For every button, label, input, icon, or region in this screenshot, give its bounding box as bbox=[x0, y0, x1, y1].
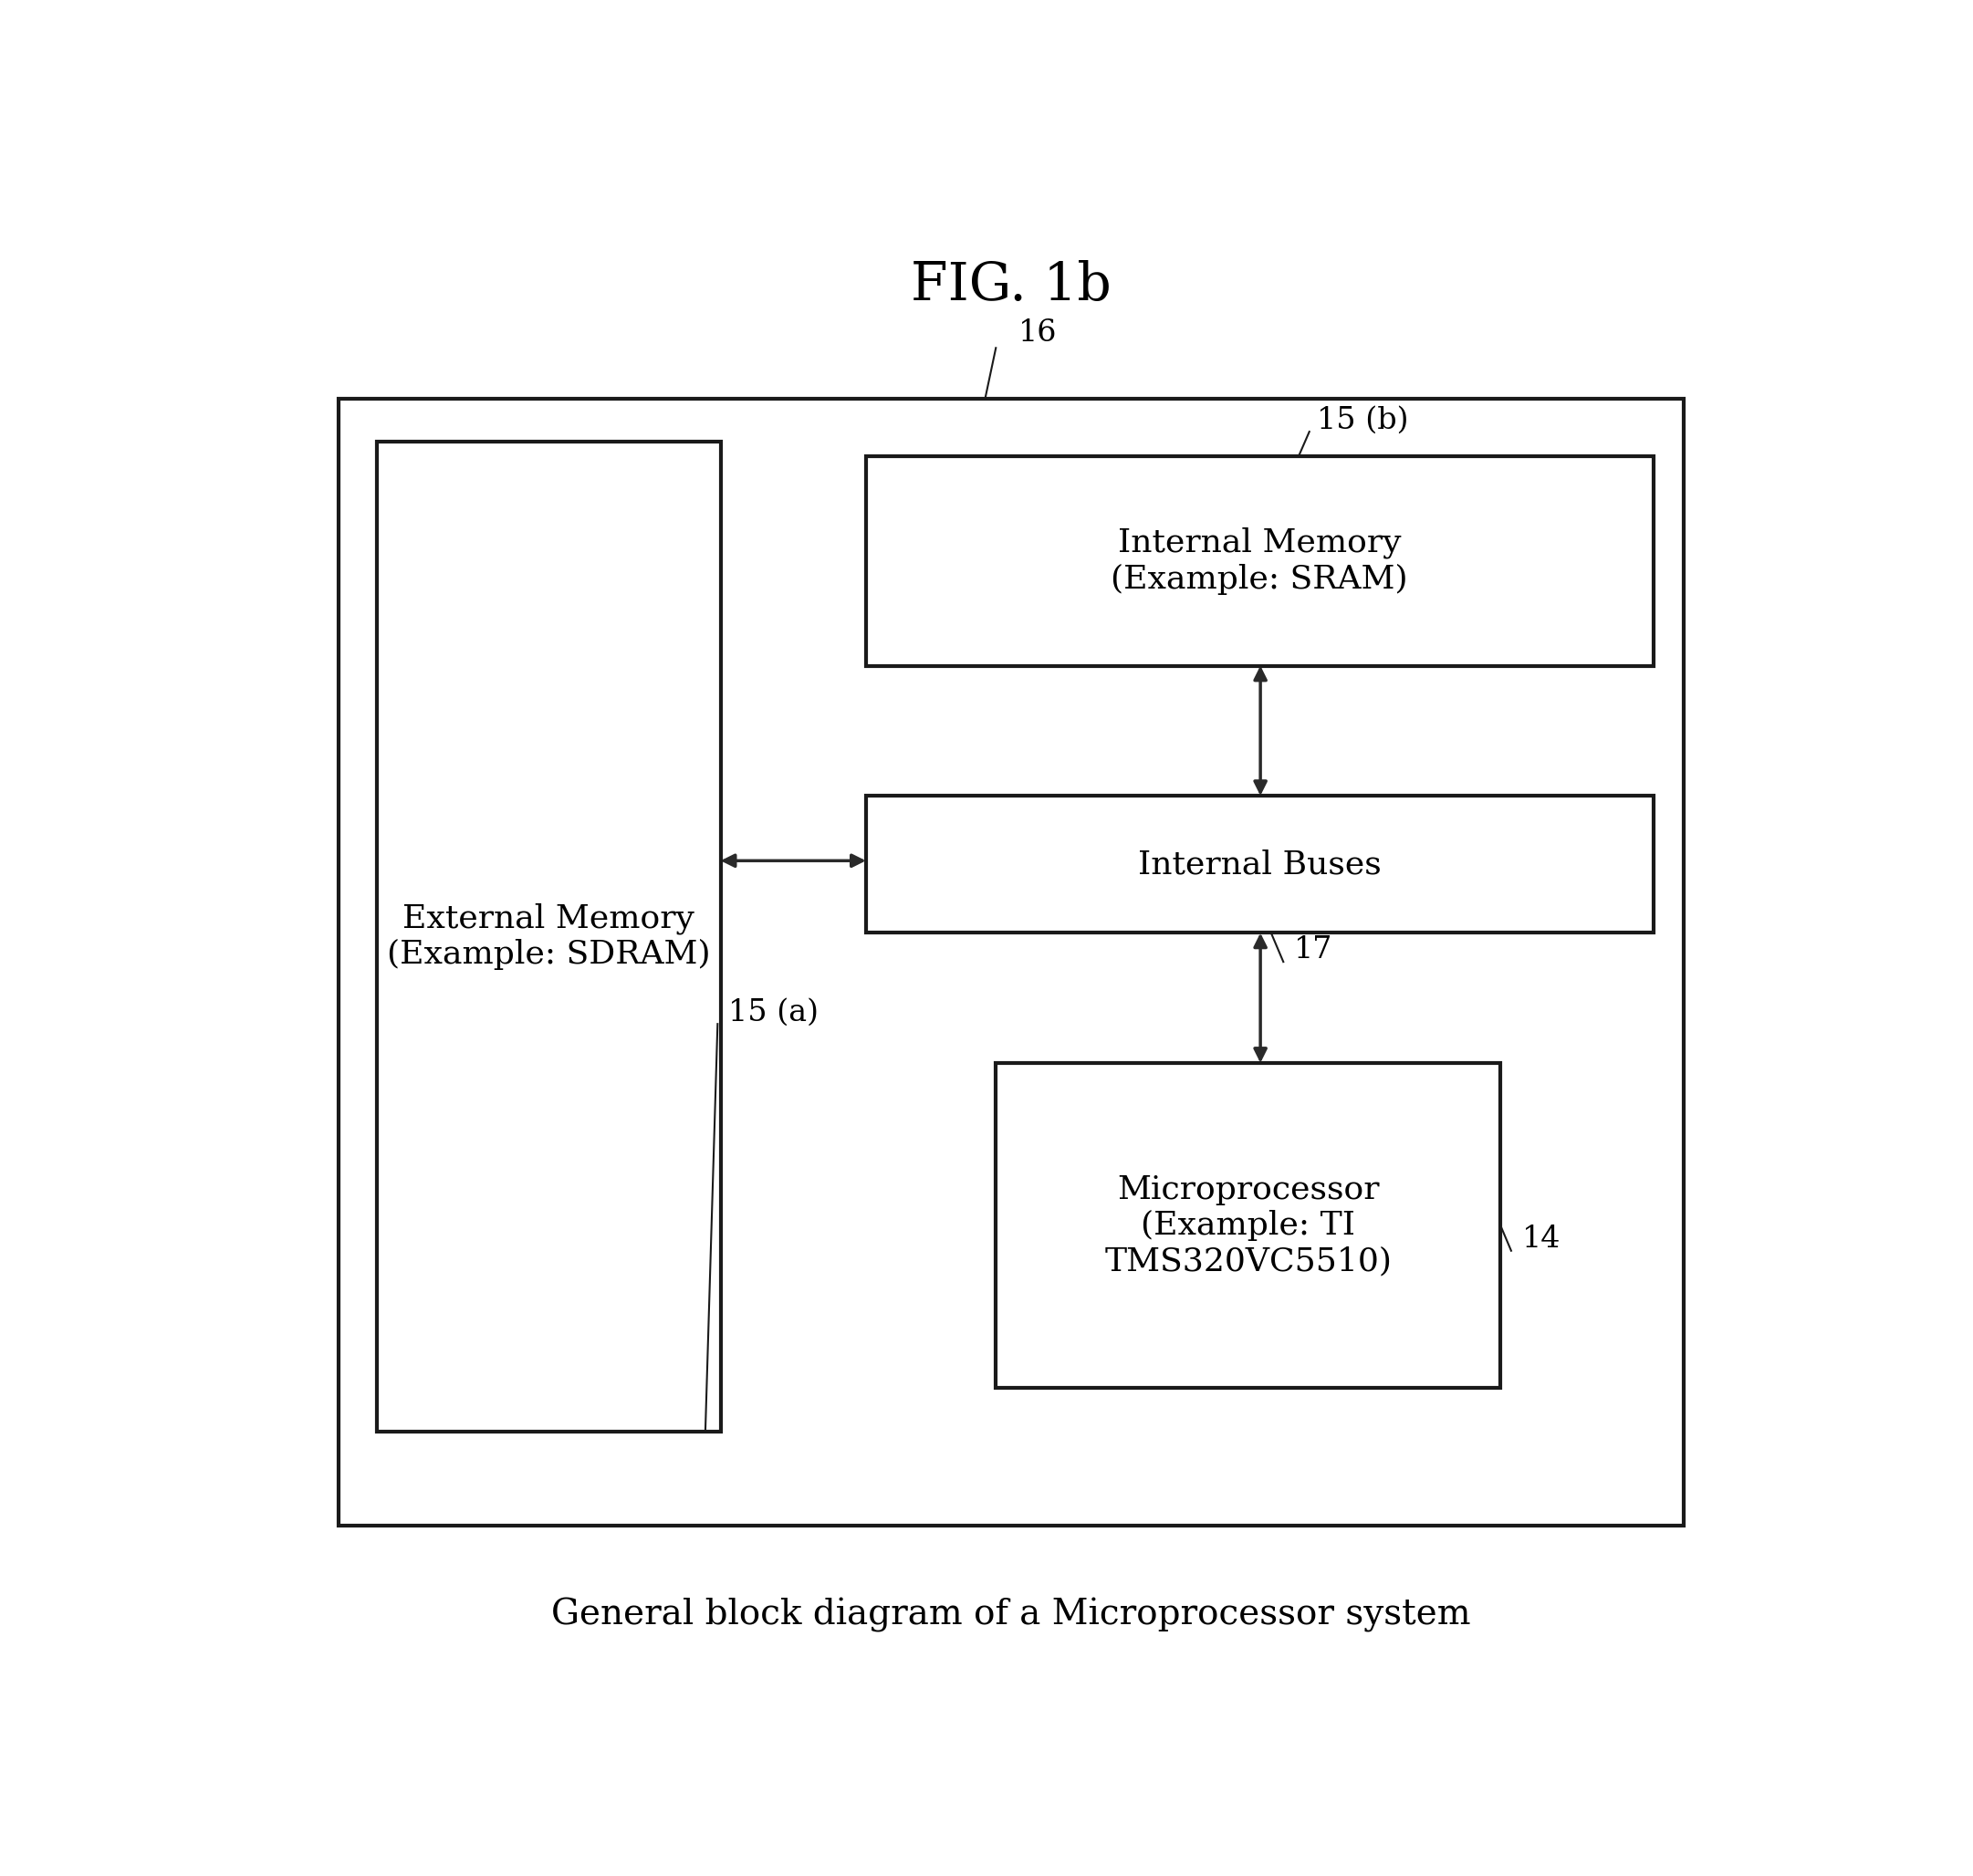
Bar bbox=[377, 443, 720, 1431]
Text: 14: 14 bbox=[1521, 1225, 1561, 1253]
Text: General block diagram of a Microprocessor system: General block diagram of a Microprocesso… bbox=[550, 1596, 1472, 1632]
Bar bbox=[866, 456, 1653, 666]
Bar bbox=[866, 795, 1653, 932]
Text: FIG. 1b: FIG. 1b bbox=[912, 261, 1111, 311]
Text: 17: 17 bbox=[1294, 936, 1332, 964]
Text: 16: 16 bbox=[1018, 319, 1058, 349]
Text: External Memory
(Example: SDRAM): External Memory (Example: SDRAM) bbox=[387, 902, 710, 970]
Text: 15 (b): 15 (b) bbox=[1318, 405, 1409, 435]
Text: Microprocessor
(Example: TI
TMS320VC5510): Microprocessor (Example: TI TMS320VC5510… bbox=[1105, 1174, 1391, 1278]
Bar bbox=[339, 398, 1683, 1525]
Text: 15 (a): 15 (a) bbox=[728, 998, 819, 1026]
Bar bbox=[996, 1064, 1501, 1388]
Text: Internal Memory
(Example: SRAM): Internal Memory (Example: SRAM) bbox=[1111, 527, 1409, 595]
Text: Internal Buses: Internal Buses bbox=[1138, 848, 1381, 880]
